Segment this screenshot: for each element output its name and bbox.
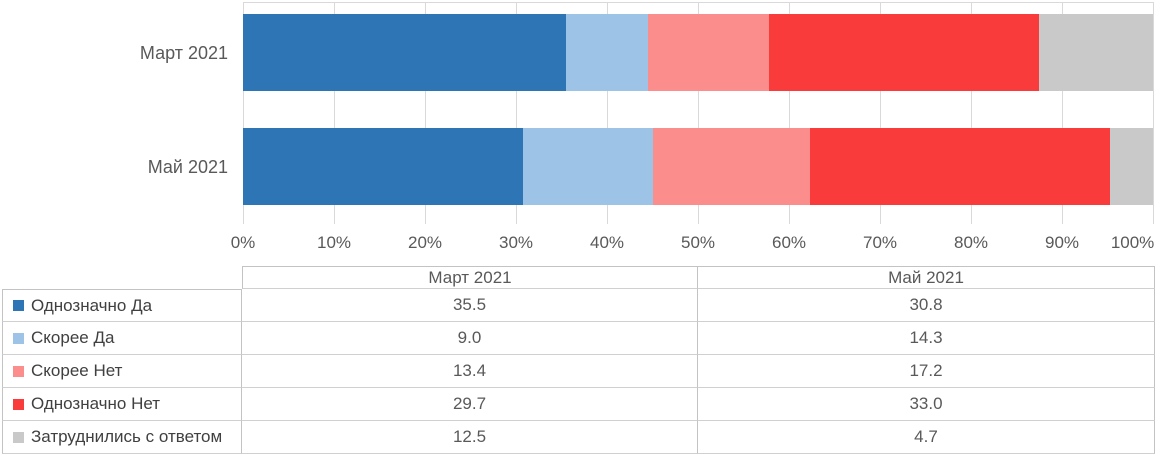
value-cell: 17.2 <box>698 355 1155 388</box>
table-row: Однозначно Да 35.5 30.8 <box>2 289 1155 322</box>
axis-tick-label: 100% <box>1110 233 1155 252</box>
series-label-cell: Скорее Да <box>2 322 242 355</box>
axis-tick-label: 40% <box>589 233 625 252</box>
axis-tick-label: 90% <box>1044 233 1080 252</box>
axis-tick-label: 20% <box>407 233 443 252</box>
value-cell: 12.5 <box>242 421 698 454</box>
category-label: Май 2021 <box>147 157 228 177</box>
bar-segment <box>647 14 770 91</box>
series-label: Скорее Нет <box>31 361 123 380</box>
stacked-bar <box>243 14 1153 91</box>
bar-segment <box>1110 128 1153 205</box>
legend-swatch-icon <box>13 300 24 311</box>
value-cell: 14.3 <box>698 322 1155 355</box>
table-column-header: Май 2021 <box>698 266 1155 289</box>
category-label: Март 2021 <box>139 43 228 63</box>
table-row: Затруднились с ответом 12.5 4.7 <box>2 421 1155 454</box>
series-label: Однозначно Нет <box>31 394 161 413</box>
plot-area <box>243 2 1154 224</box>
gridline <box>698 2 699 224</box>
legend-swatch-icon <box>13 332 24 344</box>
bar-segment <box>565 14 648 91</box>
bar-segment <box>1039 14 1153 91</box>
series-label-cell: Однозначно Нет <box>2 388 242 421</box>
series-label: Затруднились с ответом <box>31 427 223 446</box>
gridline <box>607 2 608 224</box>
gridline <box>971 2 972 224</box>
series-label-cell: Затруднились с ответом <box>2 421 242 454</box>
axis-tick-label: 0% <box>230 233 256 252</box>
axis-tick-label: 10% <box>316 233 352 252</box>
table-column-header: Март 2021 <box>242 266 698 289</box>
legend-swatch-icon <box>13 431 24 443</box>
bar-segment <box>769 14 1040 91</box>
value-cell: 13.4 <box>242 355 698 388</box>
bar-segment <box>243 14 566 91</box>
series-label: Однозначно Да <box>31 295 153 315</box>
axis-tick-label: 30% <box>498 233 534 252</box>
bar-segment <box>243 128 524 205</box>
stacked-bar <box>243 128 1153 205</box>
data-table: Март 2021 Май 2021 Однозначно Да 35.5 30.8 Ск… <box>2 266 1155 454</box>
value-cell: 29.7 <box>242 388 698 421</box>
bar-segment <box>809 128 1111 205</box>
axis-tick-label: 70% <box>862 233 898 252</box>
bar-segment <box>523 128 654 205</box>
table-row: Скорее Нет 13.4 17.2 <box>2 355 1155 388</box>
axis-tick-label: 80% <box>953 233 989 252</box>
gridline <box>243 2 244 224</box>
value-cell: 35.5 <box>242 289 698 322</box>
gridline <box>334 2 335 224</box>
table-corner-blank <box>2 266 242 289</box>
legend-swatch-icon <box>13 398 24 410</box>
value-cell: 9.0 <box>242 322 698 355</box>
value-cell: 33.0 <box>698 388 1155 421</box>
series-label: Скорее Да <box>31 328 115 347</box>
series-label-cell: Однозначно Да <box>2 289 242 322</box>
legend-swatch-icon <box>13 365 24 377</box>
table-row: Скорее Да 9.0 14.3 <box>2 322 1155 355</box>
table-row: Однозначно Нет 29.7 33.0 <box>2 388 1155 421</box>
gridline <box>1153 2 1154 224</box>
gridline <box>516 2 517 224</box>
table-header-row: Март 2021 Май 2021 <box>2 266 1155 289</box>
gridline <box>880 2 881 224</box>
gridline <box>425 2 426 224</box>
value-cell: 30.8 <box>698 289 1155 322</box>
bar-segment <box>653 128 810 205</box>
axis-tick-label: 60% <box>771 233 807 252</box>
axis-tick-label: 50% <box>680 233 716 252</box>
gridline <box>1062 2 1063 224</box>
value-cell: 4.7 <box>698 421 1155 454</box>
series-label-cell: Скорее Нет <box>2 355 242 388</box>
gridline <box>789 2 790 224</box>
